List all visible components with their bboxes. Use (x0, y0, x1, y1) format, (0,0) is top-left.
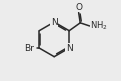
Text: N: N (51, 18, 58, 27)
Text: NH$_2$: NH$_2$ (91, 20, 108, 32)
Text: Br: Br (24, 43, 34, 53)
Text: N: N (66, 43, 73, 53)
Text: O: O (76, 3, 83, 12)
